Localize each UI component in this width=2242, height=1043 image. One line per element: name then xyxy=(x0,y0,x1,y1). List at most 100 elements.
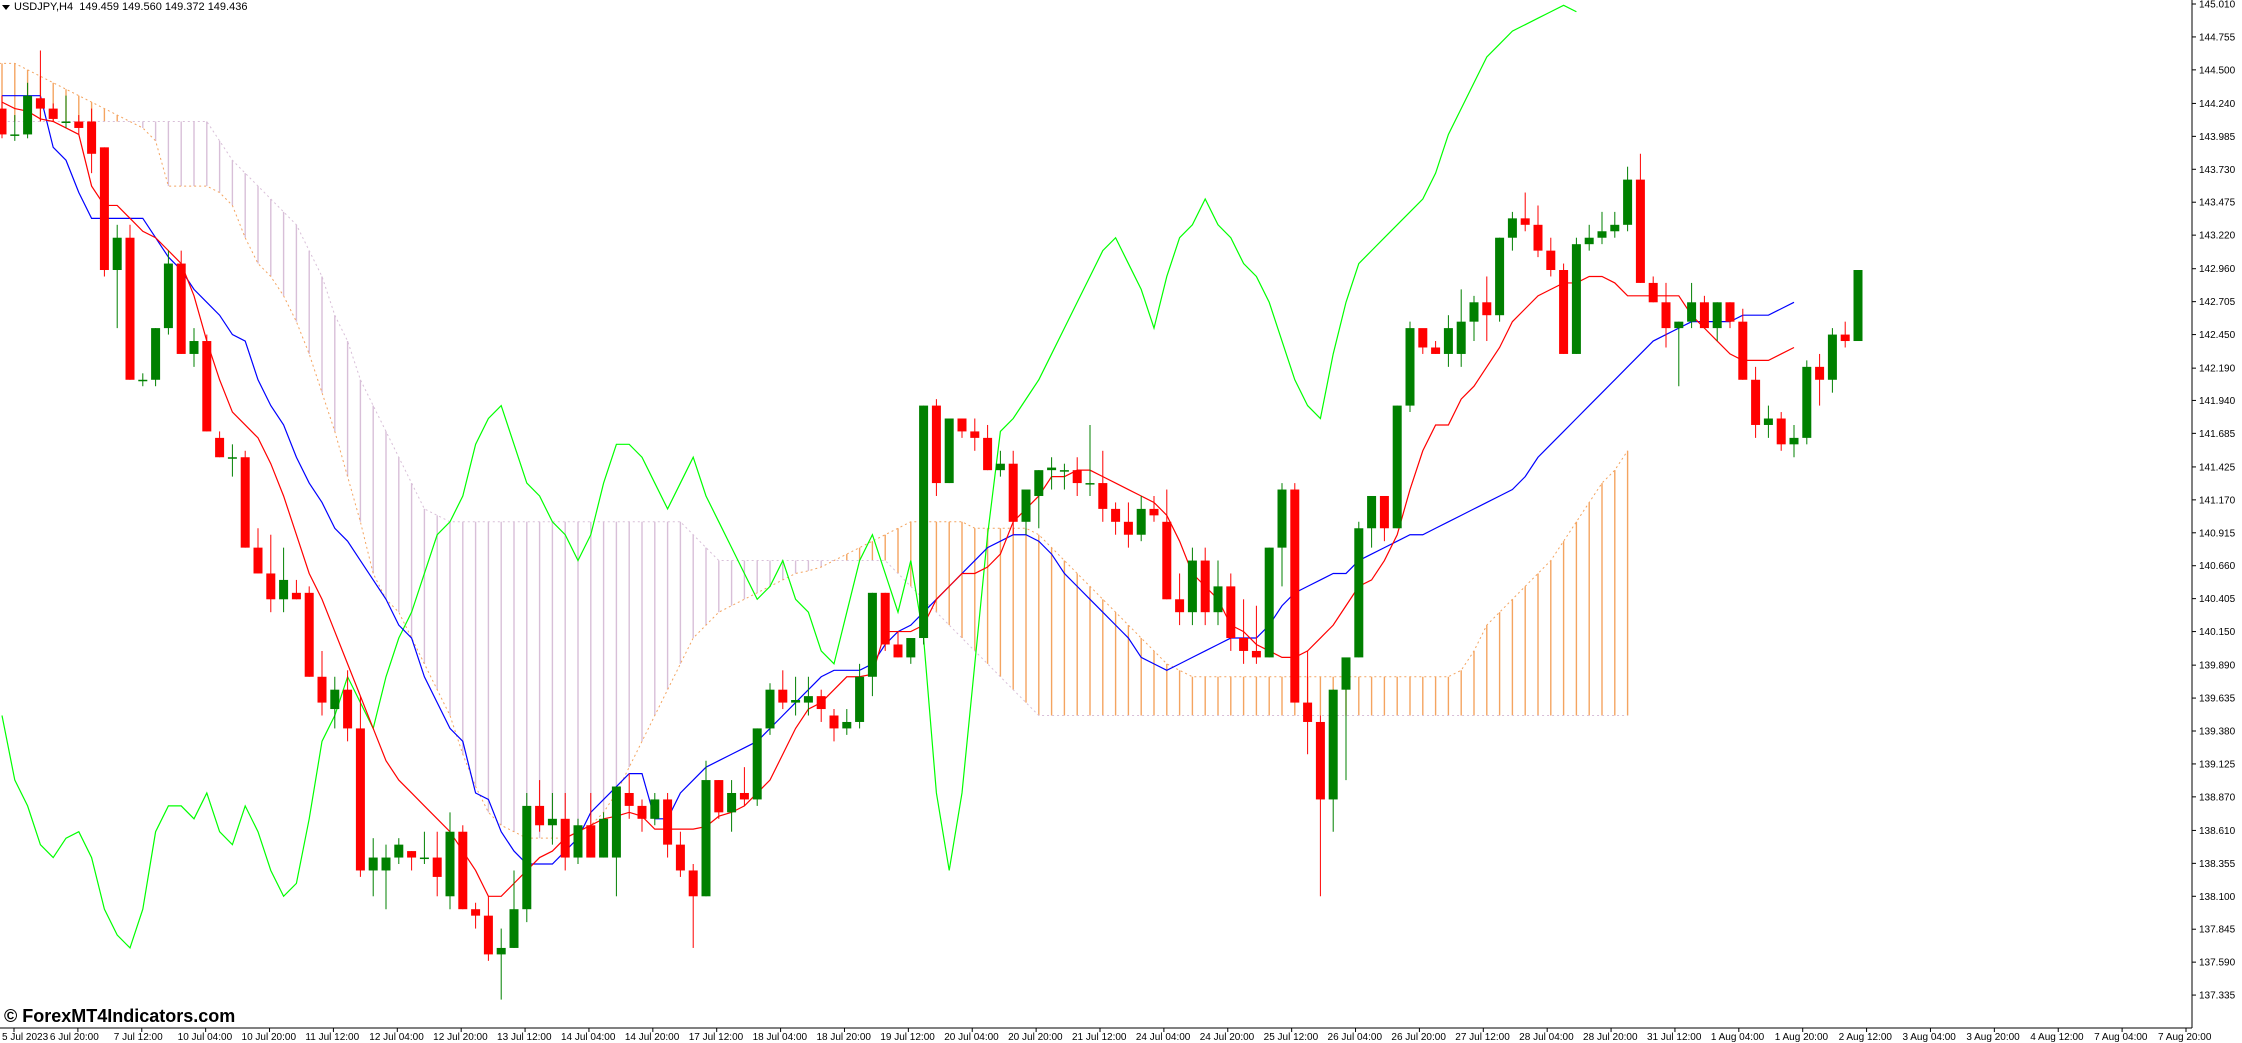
price-tick-label: 140.660 xyxy=(2199,561,2236,572)
candle-body xyxy=(1661,302,1671,329)
candle-body xyxy=(1738,321,1748,380)
time-tick-label: 2 Aug 12:00 xyxy=(1839,1032,1893,1043)
price-tick-label: 143.985 xyxy=(2199,132,2236,143)
candle xyxy=(23,82,33,139)
candle xyxy=(944,418,954,484)
candle-body xyxy=(650,799,660,819)
candle-body xyxy=(394,844,404,858)
candle xyxy=(1482,276,1492,342)
candle xyxy=(1303,650,1313,755)
candle xyxy=(1239,599,1249,664)
candle-body xyxy=(1840,334,1850,342)
candle xyxy=(1187,547,1197,626)
candle xyxy=(970,418,980,451)
candle xyxy=(1328,689,1338,832)
candle xyxy=(1136,495,1146,542)
candle-body xyxy=(701,780,711,897)
candle xyxy=(919,405,929,645)
price-tick-label: 139.890 xyxy=(2199,661,2236,672)
candle-body xyxy=(432,857,442,877)
candle-body xyxy=(675,844,685,871)
time-tick-label: 26 Jul 04:00 xyxy=(1328,1032,1383,1043)
candle xyxy=(1277,483,1287,587)
candle-body xyxy=(112,237,122,271)
candle xyxy=(688,864,698,948)
price-tick-label: 137.590 xyxy=(2199,958,2236,969)
candle-body xyxy=(1290,489,1300,703)
candle xyxy=(906,638,916,664)
price-tick-label: 139.635 xyxy=(2199,694,2236,705)
candle xyxy=(202,334,212,432)
candle-body xyxy=(291,592,301,600)
candle xyxy=(138,373,148,387)
candle-body xyxy=(1853,270,1863,342)
candle xyxy=(1559,263,1569,354)
candle-body xyxy=(227,457,237,459)
candle-body xyxy=(1597,231,1607,238)
candle-body xyxy=(1149,508,1159,516)
time-tick-label: 25 Jul 12:00 xyxy=(1264,1032,1319,1043)
candle-body xyxy=(445,831,455,897)
candle-body xyxy=(803,696,813,703)
candle-body xyxy=(1341,657,1351,690)
price-tick-label: 143.730 xyxy=(2199,165,2236,176)
candle-body xyxy=(138,379,148,382)
candle xyxy=(279,547,289,613)
time-tick-label: 1 Aug 04:00 xyxy=(1711,1032,1765,1043)
candle xyxy=(880,592,890,651)
candle-body xyxy=(1635,179,1645,283)
candle-body xyxy=(1405,328,1415,406)
candle-body xyxy=(624,792,634,806)
candle-body xyxy=(931,405,941,484)
candle xyxy=(355,696,365,877)
candle-body xyxy=(176,263,186,354)
price-tick-label: 140.915 xyxy=(2199,528,2236,539)
candle xyxy=(1763,405,1773,438)
candle xyxy=(599,812,609,858)
candle-body xyxy=(1507,218,1517,238)
dropdown-triangle-icon[interactable] xyxy=(2,4,10,10)
candle-body xyxy=(816,696,826,710)
price-tick-label: 141.425 xyxy=(2199,462,2236,473)
candle xyxy=(765,683,775,735)
candle xyxy=(1507,211,1517,251)
candle xyxy=(61,95,71,128)
candle-body xyxy=(983,437,993,471)
price-tick-label: 138.870 xyxy=(2199,792,2236,803)
time-tick-label: 14 Jul 04:00 xyxy=(561,1032,616,1043)
candle xyxy=(1379,495,1389,542)
candle-body xyxy=(1482,302,1492,316)
candle xyxy=(803,676,813,716)
candle-body xyxy=(829,715,839,729)
candle xyxy=(1584,224,1594,251)
candle xyxy=(176,250,186,354)
time-tick-label: 20 Jul 04:00 xyxy=(944,1032,999,1043)
candle xyxy=(407,851,417,871)
candle-body xyxy=(1789,437,1799,445)
candle-body xyxy=(1456,321,1466,354)
time-tick-label: 28 Jul 20:00 xyxy=(1583,1032,1638,1043)
candle xyxy=(637,799,647,832)
candle-body xyxy=(330,689,340,710)
candle-body xyxy=(727,792,737,813)
time-tick-label: 7 Jul 12:00 xyxy=(114,1032,163,1043)
time-tick-label: 13 Jul 12:00 xyxy=(497,1032,552,1043)
price-tick-label: 137.845 xyxy=(2199,925,2236,936)
time-tick-label: 10 Jul 20:00 xyxy=(242,1032,297,1043)
price-tick-label: 144.755 xyxy=(2199,32,2236,43)
candle xyxy=(304,586,314,677)
candle-body xyxy=(995,463,1005,471)
candle xyxy=(1341,657,1351,781)
candle-body xyxy=(611,786,621,858)
candle-body xyxy=(1277,489,1287,548)
candle xyxy=(535,780,545,832)
candle xyxy=(1840,321,1850,348)
candle xyxy=(151,328,161,387)
price-tick-label: 144.240 xyxy=(2199,99,2236,110)
candle-body xyxy=(304,592,314,677)
candle-body xyxy=(215,437,225,458)
candle xyxy=(35,50,45,122)
time-tick-label: 3 Aug 20:00 xyxy=(1966,1032,2020,1043)
price-tick-label: 138.100 xyxy=(2199,892,2236,903)
